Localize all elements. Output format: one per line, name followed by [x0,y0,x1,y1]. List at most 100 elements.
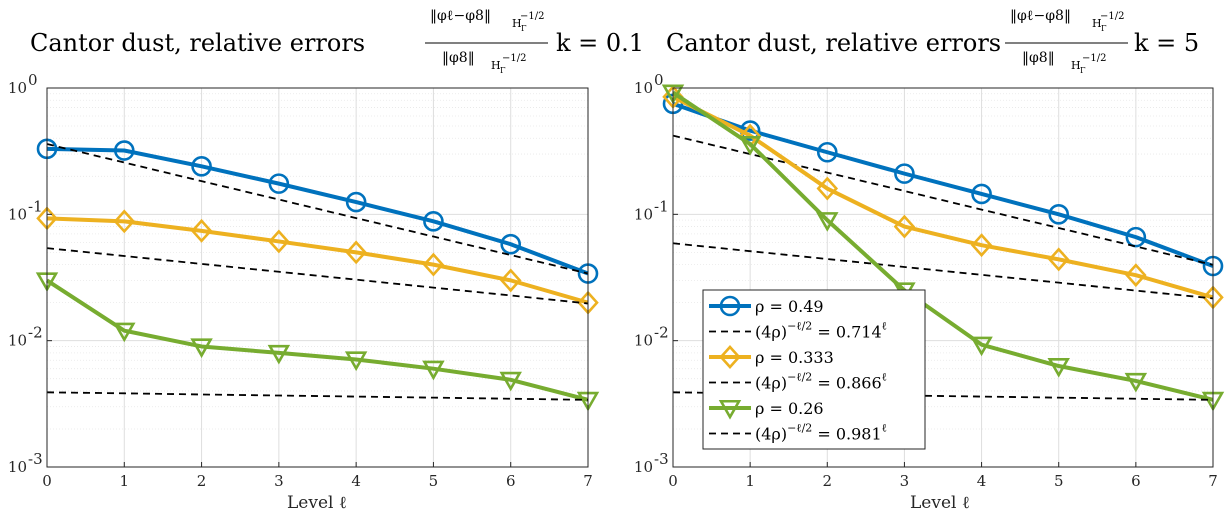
title-fraction-num-sup: −1/2 [1100,11,1124,22]
title-main: Cantor dust, relative errors [30,29,365,57]
title-fraction-den-sup: −1/2 [1082,53,1106,64]
y-tick-exponent: 0 [654,71,664,89]
legend-label: (4ρ)−ℓ/2 = 0.714ℓ [755,320,887,342]
title-fraction-num-sub: H [512,17,522,30]
marker-diamond [1125,263,1147,288]
title-fraction-den-sub: H [1071,59,1081,72]
title-fraction-num-sub: H [1092,17,1102,30]
title-fraction-denominator: ‖φ8‖ [442,50,475,66]
x-tick-label: 5 [1054,472,1064,490]
series-reference-1 [46,143,589,275]
y-tick-label: 10 [8,332,27,350]
series-line [672,242,1214,300]
title-fraction-numerator: ‖φℓ−φ8‖ [430,8,491,24]
legend-label: ρ = 0.49 [755,297,824,316]
series-line [46,247,589,305]
series-line [672,95,1214,300]
marker-triangle-down [970,336,993,357]
marker-diamond [719,345,741,369]
title-fraction-denominator: ‖φ8‖ [1022,50,1055,66]
chart-title: Cantor dust, relative errors ‖φℓ−φ8‖ H Γ… [30,8,644,75]
title-main: Cantor dust, relative errors [666,29,1001,57]
marker-triangle-down [499,371,522,392]
marker-circle [268,173,290,194]
y-tick-label: 10 [634,79,653,97]
marker-diamond [970,233,993,258]
marker-diamond [816,176,839,201]
chart-k-5: Cantor dust, relative errors ‖φℓ−φ8‖ H Γ… [634,8,1225,513]
y-tick-label: 10 [634,332,653,350]
marker-circle [345,191,367,213]
marker-circle [816,141,838,163]
x-tick-label: 7 [1208,472,1218,490]
marker-triangle-down [267,344,291,365]
plot-background [47,88,588,467]
x-axis-label: Level ℓ [910,493,970,513]
title-k: k = 0.1 [556,29,644,57]
marker-circle [500,233,522,255]
x-tick-label: 7 [583,472,593,490]
y-tick-exponent: 0 [28,71,38,89]
marker-circle [971,183,992,205]
marker-diamond [422,252,445,277]
marker-circle [719,295,741,317]
legend-label: (4ρ)−ℓ/2 = 0.981ℓ [755,422,887,444]
chart-k-0-1: Cantor dust, relative errors ‖φℓ−φ8‖ H Γ… [8,8,644,513]
title-fraction-den-subidx: Γ [500,66,506,75]
marker-triangle-down [661,84,685,105]
title-fraction-num-subidx: Γ [1101,24,1107,33]
title-fraction-den-sup: −1/2 [502,53,526,64]
marker-triangle-down [1047,357,1070,378]
series-line [672,134,1214,266]
marker-triangle-down [718,399,742,420]
title-fraction-den-sub: H [491,59,501,72]
series-line [672,101,1214,268]
title-fraction: ‖φℓ−φ8‖ H Γ −1/2 ‖φ8‖ H Γ −1/2 [425,8,548,75]
series-line [45,278,589,402]
y-tick-exponent: -2 [28,324,43,342]
series-reference-1 [672,134,1214,266]
legend-label: ρ = 0.26 [755,399,824,418]
x-tick-label: 2 [197,472,207,490]
legend-entry: ρ = 0.26 [709,399,824,420]
marker-diamond [268,229,290,254]
legend-entry: ρ = 0.49 [709,295,824,317]
marker-triangle-down [113,322,136,343]
y-tick-label: 10 [8,205,27,223]
x-tick-label: 0 [668,472,678,490]
series-reference-5 [46,391,589,401]
marker-triangle-down [816,212,839,232]
series-line [46,391,589,401]
series-reference-3 [672,242,1214,300]
y-tick-label: 10 [634,205,653,223]
series-line [671,90,1214,402]
marker-triangle-down [190,338,213,359]
series-line [46,143,589,275]
chart-title: Cantor dust, relative errors ‖φℓ−φ8‖ H Γ… [666,8,1199,75]
x-tick-label: 3 [274,472,284,490]
legend-label: ρ = 0.333 [755,348,834,367]
title-fraction: ‖φℓ−φ8‖ H Γ −1/2 ‖φ8‖ H Γ −1/2 [1005,8,1128,75]
title-k: k = 5 [1134,29,1199,57]
marker-diamond [113,209,136,234]
series-0 [662,93,1224,277]
marker-circle [894,163,915,184]
x-axis-label: Level ℓ [287,493,347,513]
marker-circle [191,155,212,177]
x-tick-label: 4 [351,472,361,490]
legend-box [702,289,926,450]
title-fraction-den-subidx: Γ [1080,66,1086,75]
marker-diamond [345,240,367,265]
x-tick-label: 2 [823,472,833,490]
y-tick-exponent: -3 [28,450,43,468]
x-tick-label: 1 [745,472,755,490]
x-tick-label: 1 [120,472,130,490]
series-0 [36,138,599,284]
x-tick-label: 6 [506,472,516,490]
y-tick-exponent: -1 [28,197,43,215]
y-tick-label: 10 [8,458,27,476]
series-reference-3 [46,247,589,305]
